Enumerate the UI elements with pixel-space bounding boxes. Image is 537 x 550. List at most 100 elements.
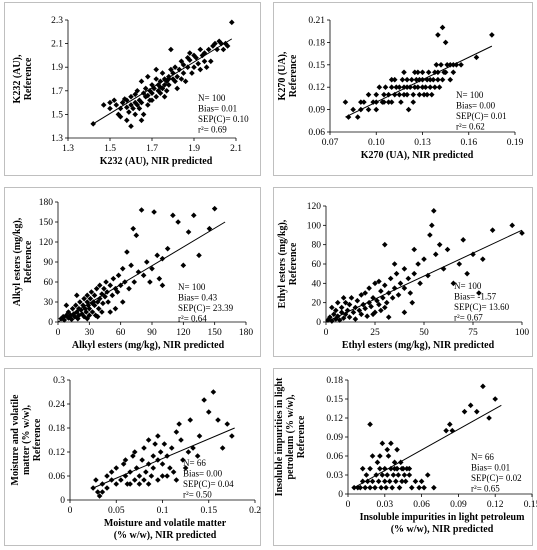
y-tick-label: 0 bbox=[316, 318, 321, 328]
data-point bbox=[364, 313, 370, 319]
x-tick-label: 0.13 bbox=[414, 138, 431, 148]
data-point bbox=[350, 106, 356, 113]
data-point bbox=[145, 437, 152, 443]
data-point bbox=[367, 484, 373, 491]
data-point bbox=[176, 421, 182, 427]
data-point bbox=[360, 301, 367, 308]
data-point bbox=[99, 489, 106, 495]
data-point bbox=[184, 54, 191, 61]
x-tick-label: 1.5 bbox=[104, 144, 116, 154]
y-axis-label: Reference bbox=[288, 242, 299, 285]
data-point bbox=[182, 78, 189, 85]
data-point bbox=[149, 265, 155, 272]
data-point bbox=[108, 469, 115, 475]
data-point bbox=[382, 478, 388, 485]
y-tick-label: 0.24 bbox=[48, 400, 65, 410]
data-point bbox=[367, 465, 373, 472]
data-point bbox=[419, 76, 426, 83]
data-point bbox=[167, 465, 173, 471]
data-point bbox=[391, 91, 398, 98]
data-point bbox=[104, 289, 110, 295]
stats-text: N= 100 bbox=[198, 93, 226, 103]
data-point bbox=[357, 484, 364, 491]
data-point bbox=[63, 302, 70, 309]
data-point bbox=[476, 290, 482, 296]
data-point bbox=[398, 99, 404, 105]
data-point bbox=[157, 449, 164, 455]
data-point bbox=[474, 408, 480, 415]
stats-text: SEP(C)= 13.60 bbox=[454, 302, 510, 312]
x-tick-label: 150 bbox=[208, 328, 223, 338]
data-point bbox=[431, 484, 437, 491]
data-point bbox=[196, 433, 203, 439]
data-point bbox=[366, 299, 372, 306]
data-point bbox=[173, 477, 180, 483]
data-point bbox=[197, 66, 204, 73]
scatter-chart-2: 0.07 0.10 0.13 0.16 0.19 0.06 0.09 0.12 0.15 0.18… bbox=[277, 16, 524, 161]
data-point bbox=[376, 278, 382, 285]
data-point bbox=[214, 46, 220, 53]
y-tick-label: 0.06 bbox=[308, 128, 325, 138]
data-point bbox=[122, 279, 128, 285]
data-point bbox=[456, 261, 463, 267]
data-point bbox=[107, 309, 114, 315]
data-point bbox=[362, 290, 368, 296]
data-point bbox=[170, 70, 176, 76]
data-point bbox=[140, 111, 147, 118]
data-point bbox=[110, 275, 117, 282]
stats-text: SEP(C)= 23.39 bbox=[178, 303, 234, 313]
data-point bbox=[128, 123, 134, 129]
data-point bbox=[76, 312, 82, 319]
data-point bbox=[220, 46, 227, 53]
x-tick-label: 0.2 bbox=[249, 506, 261, 516]
data-point bbox=[224, 421, 231, 427]
y-axis-label: Reference bbox=[23, 57, 34, 100]
y-axis-label: K232 (AU), bbox=[12, 54, 23, 103]
y-tick-label: 180 bbox=[39, 198, 54, 208]
data-point bbox=[416, 484, 422, 491]
data-point bbox=[393, 270, 400, 277]
data-point bbox=[203, 64, 210, 70]
x-tick-label: 30 bbox=[85, 328, 95, 338]
data-point bbox=[407, 290, 414, 296]
data-point bbox=[340, 295, 347, 301]
data-point bbox=[175, 219, 181, 225]
data-point bbox=[382, 282, 388, 289]
data-point bbox=[461, 408, 468, 415]
x-tick-label: 0 bbox=[68, 506, 73, 516]
y-axis-label: K270 (UA), bbox=[277, 51, 288, 100]
data-point bbox=[104, 473, 110, 479]
data-point bbox=[83, 309, 89, 315]
data-point bbox=[84, 315, 91, 322]
data-point bbox=[140, 90, 147, 96]
data-point bbox=[170, 212, 176, 219]
data-point bbox=[417, 280, 423, 287]
data-point bbox=[435, 69, 441, 76]
data-point bbox=[365, 106, 372, 113]
data-point bbox=[389, 484, 395, 491]
data-point bbox=[411, 246, 417, 253]
data-point bbox=[78, 307, 84, 313]
data-point bbox=[394, 465, 400, 472]
data-point bbox=[378, 307, 384, 314]
data-point bbox=[342, 311, 349, 318]
data-point bbox=[410, 91, 417, 98]
data-point bbox=[444, 246, 451, 253]
data-point bbox=[164, 473, 170, 479]
data-point bbox=[395, 472, 402, 478]
data-point bbox=[138, 207, 145, 213]
data-point bbox=[415, 69, 421, 76]
data-point bbox=[172, 78, 178, 85]
data-point bbox=[229, 433, 235, 439]
data-point bbox=[354, 297, 361, 304]
x-axis-label: K232 (AU), NIR predicted bbox=[100, 156, 213, 167]
data-point bbox=[124, 104, 130, 111]
data-point bbox=[442, 69, 449, 76]
data-point bbox=[333, 307, 339, 314]
data-point bbox=[212, 40, 218, 47]
data-point bbox=[373, 91, 380, 98]
data-point bbox=[91, 302, 98, 309]
data-point bbox=[201, 50, 208, 56]
y-axis-label: Reference bbox=[32, 418, 43, 461]
x-tick-label: 25 bbox=[370, 328, 380, 338]
